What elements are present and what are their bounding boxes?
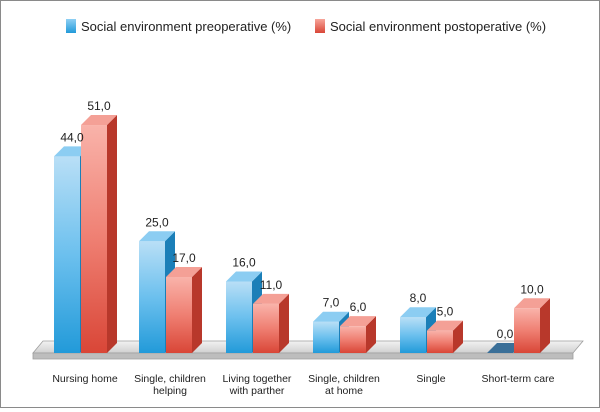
bar-front (226, 281, 252, 353)
data-label-single-preoperative: 8,0 (410, 291, 427, 305)
data-label-single-postoperative: 5,0 (437, 305, 454, 319)
bar-top (340, 316, 376, 327)
bar-side (107, 115, 117, 353)
bar-front (427, 330, 453, 353)
bar-front (139, 241, 165, 353)
bar-top (400, 307, 436, 318)
legend: Social environment preoperative (%) Soci… (66, 19, 546, 34)
bar-single-children-helping-postoperative (166, 267, 202, 353)
bars (54, 115, 550, 353)
bar-single-postoperative (427, 320, 463, 353)
bar-side (540, 298, 550, 353)
legend-label-preoperative: Social environment preoperative (%) (81, 19, 291, 34)
legend-entry-postoperative: Social environment postoperative (%) (315, 19, 546, 34)
bar-front (514, 308, 540, 353)
data-label-single-children-at-home-preoperative: 7,0 (323, 296, 340, 310)
data-label-single-children-helping-postoperative: 17,0 (172, 251, 196, 265)
bar-front (166, 277, 192, 353)
category-label-nursing-home: Nursing home (52, 373, 118, 385)
legend-label-postoperative: Social environment postoperative (%) (330, 19, 546, 34)
data-label-nursing-home-preoperative: 44,0 (60, 130, 84, 144)
category-label-single-children-helping: Single, children helping (134, 373, 206, 397)
data-label-living-together-with-parther-postoperative: 11,0 (260, 278, 283, 292)
data-label-short-term-care-postoperative: 10,0 (520, 282, 544, 296)
data-label-single-children-helping-preoperative: 25,0 (145, 215, 169, 229)
bar-front (400, 317, 426, 353)
bar-short-term-care-postoperative (514, 298, 550, 353)
bar-single-children-at-home-postoperative (340, 316, 376, 353)
bar-top (514, 298, 550, 309)
bar-front (253, 303, 279, 353)
bar-top (226, 271, 262, 282)
bar-side (279, 293, 289, 353)
bar-top (166, 267, 202, 278)
bar-living-together-with-parther-postoperative (253, 293, 289, 353)
category-label-short-term-care: Short-term care (482, 373, 555, 385)
category-label-living-together-with-parther: Living together with parther (223, 373, 292, 397)
category-label-single: Single (416, 373, 445, 385)
category-label-single-children-at-home: Single, children at home (308, 373, 380, 397)
bar-top (81, 115, 117, 126)
bar-top (313, 311, 349, 322)
data-label-single-children-at-home-postoperative: 6,0 (350, 300, 367, 314)
bar-side (453, 320, 463, 353)
bar-top (253, 293, 289, 304)
bar-front (81, 125, 107, 353)
legend-swatch-preoperative (66, 19, 76, 33)
legend-entry-preoperative: Social environment preoperative (%) (66, 19, 291, 34)
data-label-living-together-with-parther-preoperative: 16,0 (232, 255, 256, 269)
bar-front (54, 156, 80, 353)
bar-top (139, 231, 175, 242)
bar-front (340, 326, 366, 353)
bar-side (192, 267, 202, 353)
data-label-nursing-home-postoperative: 51,0 (87, 99, 111, 113)
data-label-short-term-care-preoperative: 0,0 (497, 327, 514, 341)
bar-nursing-home-postoperative (81, 115, 117, 353)
bar-front (313, 321, 339, 353)
bar-side (366, 316, 376, 353)
data-labels: 44,0 51,0 25,0 17,0 16,0 11,0 7,0 6,0 8,0 5,0 0,0 1… (60, 99, 544, 341)
legend-swatch-postoperative (315, 19, 325, 33)
bar-top (427, 320, 463, 331)
category-labels: Nursing home Single, children helping Livin… (52, 373, 554, 397)
